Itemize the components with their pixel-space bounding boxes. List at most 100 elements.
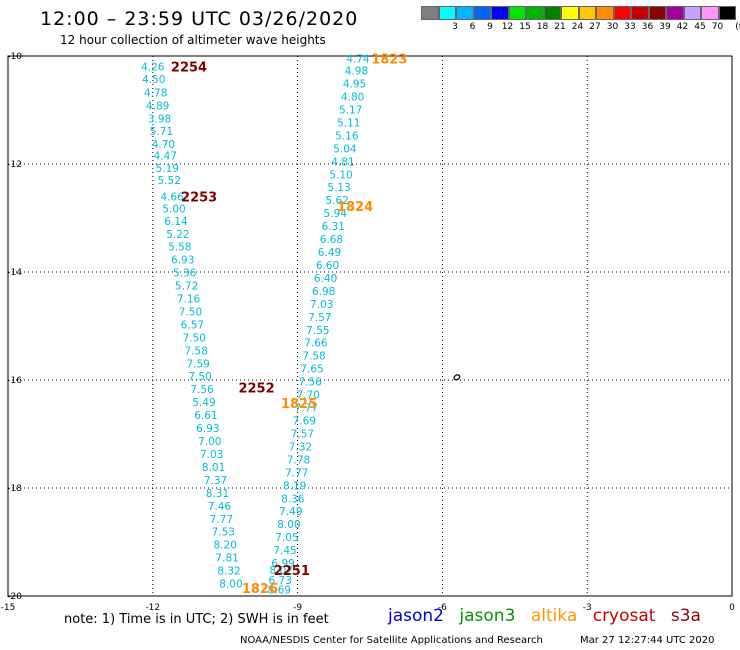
wave-height-value: 6.93 [171, 255, 194, 267]
color-scale-label: 15 [519, 22, 531, 32]
wave-height-value: 6.61 [194, 410, 217, 422]
wave-height-value: 3.98 [148, 114, 171, 126]
subtitle: 12 hour collection of altimeter wave hei… [60, 33, 326, 47]
wave-height-value: 8.00 [219, 579, 242, 591]
island-marker [453, 374, 461, 381]
color-scale-label: 24 [571, 22, 584, 32]
island-shape [453, 374, 461, 381]
wave-height-value: 7.57 [291, 428, 314, 440]
color-scale-swatch [631, 6, 649, 20]
pass-time-label: 2253 [181, 190, 217, 205]
wave-height-value: 7.03 [200, 449, 223, 461]
wave-height-value: 4.50 [142, 74, 165, 86]
wave-height-value: 5.00 [162, 203, 185, 215]
wave-height-value: 7.50 [183, 332, 206, 344]
satellite-s3a: s3a [670, 606, 701, 626]
wave-height-value: 4.95 [343, 79, 366, 91]
wave-height-value: 7.00 [198, 436, 221, 448]
wave-height-value: 7.50 [179, 306, 202, 318]
color-scale-swatch [526, 6, 544, 20]
pass-time-label: 1825 [281, 397, 317, 412]
wave-height-value: 4.78 [144, 88, 167, 100]
color-scale-swatch [666, 6, 684, 20]
y-tick-label: -20 [7, 592, 22, 602]
wave-height-value: 5.94 [324, 208, 348, 220]
color-scale-swatch [613, 6, 631, 20]
wave-height-value: 7.59 [186, 358, 209, 370]
note-text: note: 1) Time is in UTC; 2) SWH is in fe… [64, 612, 329, 627]
color-scale-swatch [596, 6, 614, 20]
wave-height-value: 7.03 [310, 299, 333, 311]
color-scale-swatch [718, 6, 736, 20]
wave-height-value: 5.19 [156, 163, 179, 175]
y-tick-label: -18 [7, 484, 22, 494]
color-scale-label: 42 [676, 22, 689, 32]
wave-height-value: 4.26 [141, 61, 165, 73]
pass-time-label: 2254 [171, 60, 207, 75]
map-grid [7, 55, 733, 597]
wave-height-value: 7.69 [293, 416, 316, 428]
wave-height-value: 5.16 [335, 130, 359, 142]
wave-height-value: 5.58 [168, 242, 191, 254]
wave-height-value: 4.74 [346, 54, 370, 66]
wave-height-value: 7.56 [298, 377, 322, 389]
wave-height-value: 7.37 [204, 475, 227, 487]
color-scale-label: 18 [536, 22, 549, 32]
wave-height-value: 4.98 [345, 66, 368, 78]
color-scale-label: 30 [606, 22, 619, 32]
wave-height-value: 7.81 [215, 553, 238, 565]
title: 12:00 – 23:59 UTC 03/26/2020 [40, 8, 359, 30]
wave-height-value: 5.13 [327, 182, 350, 194]
wave-height-value: 8.01 [202, 462, 225, 474]
x-tick-label: -3 [583, 603, 592, 613]
x-tick-label: -6 [438, 603, 447, 613]
wave-height-value: 6.99 [271, 558, 294, 570]
pass-time-labels: 2254 2253 2252 2251 1823 1824 1825 1826 [171, 53, 407, 597]
axis-ticks: -15 -12 -9 -6 -3 0 -10 -12 -14 -16 -18 -20 [1, 52, 735, 613]
pass-time-label: 2251 [274, 564, 310, 579]
color-scale-swatch [578, 6, 596, 20]
wave-height-value: 7.77 [295, 403, 318, 415]
wave-height-value: 7.05 [275, 532, 298, 544]
wave-height-value: 4.66 [160, 191, 184, 203]
generated-timestamp: Mar 27 12:27:44 UTC 2020 [580, 635, 715, 646]
x-tick-label: 0 [729, 603, 735, 613]
color-scale-swatch [543, 6, 561, 20]
wave-height-value: 7.46 [208, 501, 232, 513]
color-scale-label: 36 [641, 22, 654, 32]
pass-time-label: 1826 [242, 582, 278, 597]
wave-height-value: 7.16 [177, 293, 201, 305]
pass-time-label: 1824 [337, 200, 373, 215]
wave-height-value: 7.66 [304, 338, 328, 350]
color-scale-label: 45 [694, 22, 706, 32]
color-scale-swatch [508, 6, 526, 20]
color-scale-label: 70 [711, 22, 724, 32]
wave-height-value: 4.80 [341, 92, 364, 104]
wave-height-value: 6.68 [320, 234, 343, 246]
wave-height-value: 4.81 [331, 156, 354, 168]
wave-height-value: 8.69 [268, 585, 291, 597]
wave-height-value: 5.17 [339, 104, 362, 116]
wave-height-value: 6.98 [312, 286, 335, 298]
wave-height-value: 8.19 [283, 480, 306, 492]
wave-height-value: 5.62 [325, 195, 348, 207]
satellite-jason2: jason2 [388, 606, 444, 626]
color-scale-label: 3 [452, 22, 458, 32]
color-scale-swatch [438, 6, 456, 20]
color-scale-label: 39 [659, 22, 671, 32]
color-scale-label: 6 [469, 22, 476, 32]
color-scale-label: 27 [589, 22, 601, 32]
wave-height-value: 5.52 [158, 175, 181, 187]
color-scale-bar [421, 6, 736, 20]
wave-height-value: 7.78 [287, 454, 310, 466]
y-tick-label: -14 [7, 268, 22, 278]
wave-height-value: 4.89 [146, 101, 169, 113]
color-scale-swatch [648, 6, 666, 20]
map-frame [7, 55, 733, 597]
color-scale-label: 9 [487, 22, 493, 32]
wave-height-value: 7.57 [308, 312, 331, 324]
wave-height-value: 7.70 [297, 390, 320, 402]
color-scale-swatch [561, 6, 579, 20]
satellite-cryosat: cryosat [592, 606, 656, 626]
